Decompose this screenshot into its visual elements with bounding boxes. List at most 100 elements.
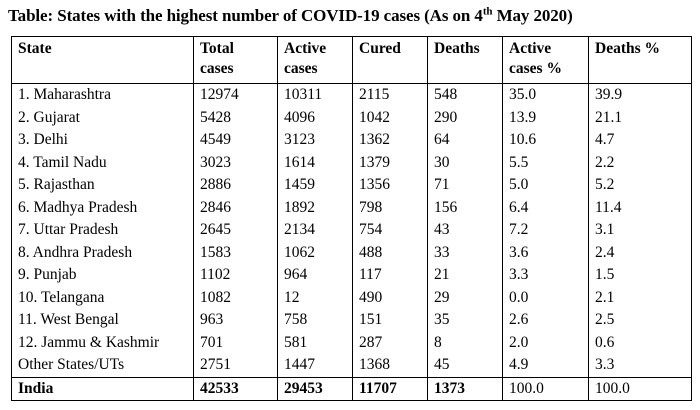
total-active-cases: 29453 (277, 376, 353, 401)
cell-deaths: 156 (427, 196, 503, 219)
cell-active-cases: 1459 (277, 174, 353, 197)
table-row: 1. Maharashtra 12974 10311 2115 548 35.0 39.9 (11, 83, 692, 107)
cell-total-cases: 1082 (193, 286, 278, 309)
table-row: Other States/UTs 2751 1447 1368 45 4.9 3.3 (11, 354, 692, 377)
header-deaths: Deaths (427, 36, 503, 84)
cell-state: 10. Telangana (11, 286, 194, 309)
cell-total-cases: 2751 (193, 354, 278, 377)
cell-active-cases-percent: 0.0 (502, 286, 589, 309)
cell-deaths-percent: 1.5 (588, 264, 692, 287)
cell-deaths: 45 (427, 354, 503, 377)
cell-total-cases: 4549 (193, 129, 278, 152)
table-row: 11. West Bengal 963 758 151 35 2.6 2.5 (11, 309, 692, 332)
cell-deaths: 33 (427, 241, 503, 264)
cell-cured: 1368 (352, 354, 428, 377)
table-row: 9. Punjab 1102 964 117 21 3.3 1.5 (11, 264, 692, 287)
cell-deaths: 21 (427, 264, 503, 287)
cell-total-cases: 963 (193, 309, 278, 332)
cell-total-cases: 2886 (193, 174, 278, 197)
cell-active-cases-percent: 5.0 (502, 174, 589, 197)
cell-deaths-percent: 0.6 (588, 331, 692, 354)
table-row: 8. Andhra Pradesh 1583 1062 488 33 3.6 2.4 (11, 241, 692, 264)
cell-state: 6. Madhya Pradesh (11, 196, 194, 219)
cell-deaths-percent: 5.2 (588, 174, 692, 197)
cell-deaths-percent: 11.4 (588, 196, 692, 219)
cell-deaths: 71 (427, 174, 503, 197)
total-deaths-percent: 100.0 (588, 376, 692, 401)
table-row: 3. Delhi 4549 3123 1362 64 10.6 4.7 (11, 129, 692, 152)
cell-active-cases: 1614 (277, 151, 353, 174)
caption-text: Table: States with the highest number of… (8, 6, 483, 25)
cell-cured: 488 (352, 241, 428, 264)
cell-active-cases-percent: 5.5 (502, 151, 589, 174)
cell-active-cases: 3123 (277, 129, 353, 152)
cell-active-cases: 758 (277, 309, 353, 332)
cell-deaths-percent: 21.1 (588, 106, 692, 129)
covid-cases-table: State Total cases Active cases Cured Dea… (11, 36, 692, 401)
cell-total-cases: 3023 (193, 151, 278, 174)
table-row: 6. Madhya Pradesh 2846 1892 798 156 6.4 11.4 (11, 196, 692, 219)
cell-cured: 117 (352, 264, 428, 287)
cell-active-cases: 1447 (277, 354, 353, 377)
cell-cured: 490 (352, 286, 428, 309)
cell-cured: 798 (352, 196, 428, 219)
cell-active-cases-percent: 13.9 (502, 106, 589, 129)
cell-deaths: 8 (427, 331, 503, 354)
table-row: 2. Gujarat 5428 4096 1042 290 13.9 21.1 (11, 106, 692, 129)
cell-active-cases-percent: 4.9 (502, 354, 589, 377)
cell-total-cases: 12974 (193, 83, 278, 107)
cell-state: 5. Rajasthan (11, 174, 194, 197)
caption-date-suffix: May 2020) (492, 6, 573, 25)
cell-deaths: 290 (427, 106, 503, 129)
cell-active-cases: 1062 (277, 241, 353, 264)
cell-state: Other States/UTs (11, 354, 194, 377)
cell-active-cases-percent: 10.6 (502, 129, 589, 152)
cell-active-cases-percent: 7.2 (502, 219, 589, 242)
cell-deaths-percent: 3.1 (588, 219, 692, 242)
cell-active-cases-percent: 3.6 (502, 241, 589, 264)
header-row: State Total cases Active cases Cured Dea… (11, 36, 692, 84)
cell-deaths-percent: 39.9 (588, 83, 692, 107)
header-total-cases: Total cases (193, 36, 278, 84)
table-body: 1. Maharashtra 12974 10311 2115 548 35.0 39.9 2… (11, 83, 692, 377)
cell-state: 7. Uttar Pradesh (11, 219, 194, 242)
header-state: State (11, 36, 194, 84)
caption-superscript: th (482, 5, 493, 18)
cell-cured: 287 (352, 331, 428, 354)
cell-deaths-percent: 3.3 (588, 354, 692, 377)
cell-deaths-percent: 2.2 (588, 151, 692, 174)
cell-deaths: 64 (427, 129, 503, 152)
cell-total-cases: 2846 (193, 196, 278, 219)
cell-active-cases: 10311 (277, 83, 353, 107)
cell-deaths: 30 (427, 151, 503, 174)
cell-deaths-percent: 2.5 (588, 309, 692, 332)
cell-cured: 754 (352, 219, 428, 242)
total-row: India 42533 29453 11707 1373 100.0 100.0 (11, 376, 692, 401)
cell-total-cases: 1583 (193, 241, 278, 264)
cell-cured: 2115 (352, 83, 428, 107)
total-active-cases-percent: 100.0 (502, 376, 589, 401)
cell-active-cases: 1892 (277, 196, 353, 219)
cell-deaths-percent: 4.7 (588, 129, 692, 152)
header-active-cases-percent: Active cases % (502, 36, 589, 84)
cell-cured: 1362 (352, 129, 428, 152)
cell-active-cases-percent: 6.4 (502, 196, 589, 219)
total-deaths: 1373 (427, 376, 503, 401)
cell-active-cases: 964 (277, 264, 353, 287)
cell-active-cases: 2134 (277, 219, 353, 242)
cell-total-cases: 2645 (193, 219, 278, 242)
total-total-cases: 42533 (193, 376, 278, 401)
table-row: 5. Rajasthan 2886 1459 1356 71 5.0 5.2 (11, 174, 692, 197)
cell-state: 12. Jammu & Kashmir (11, 331, 194, 354)
cell-active-cases-percent: 35.0 (502, 83, 589, 107)
header-active-cases: Active cases (277, 36, 353, 84)
table-row: 7. Uttar Pradesh 2645 2134 754 43 7.2 3.1 (11, 219, 692, 242)
cell-state: 4. Tamil Nadu (11, 151, 194, 174)
header-cured: Cured (352, 36, 428, 84)
cell-state: 11. West Bengal (11, 309, 194, 332)
cell-deaths: 35 (427, 309, 503, 332)
cell-deaths: 43 (427, 219, 503, 242)
cell-cured: 1379 (352, 151, 428, 174)
cell-state: 9. Punjab (11, 264, 194, 287)
total-state: India (11, 376, 194, 401)
